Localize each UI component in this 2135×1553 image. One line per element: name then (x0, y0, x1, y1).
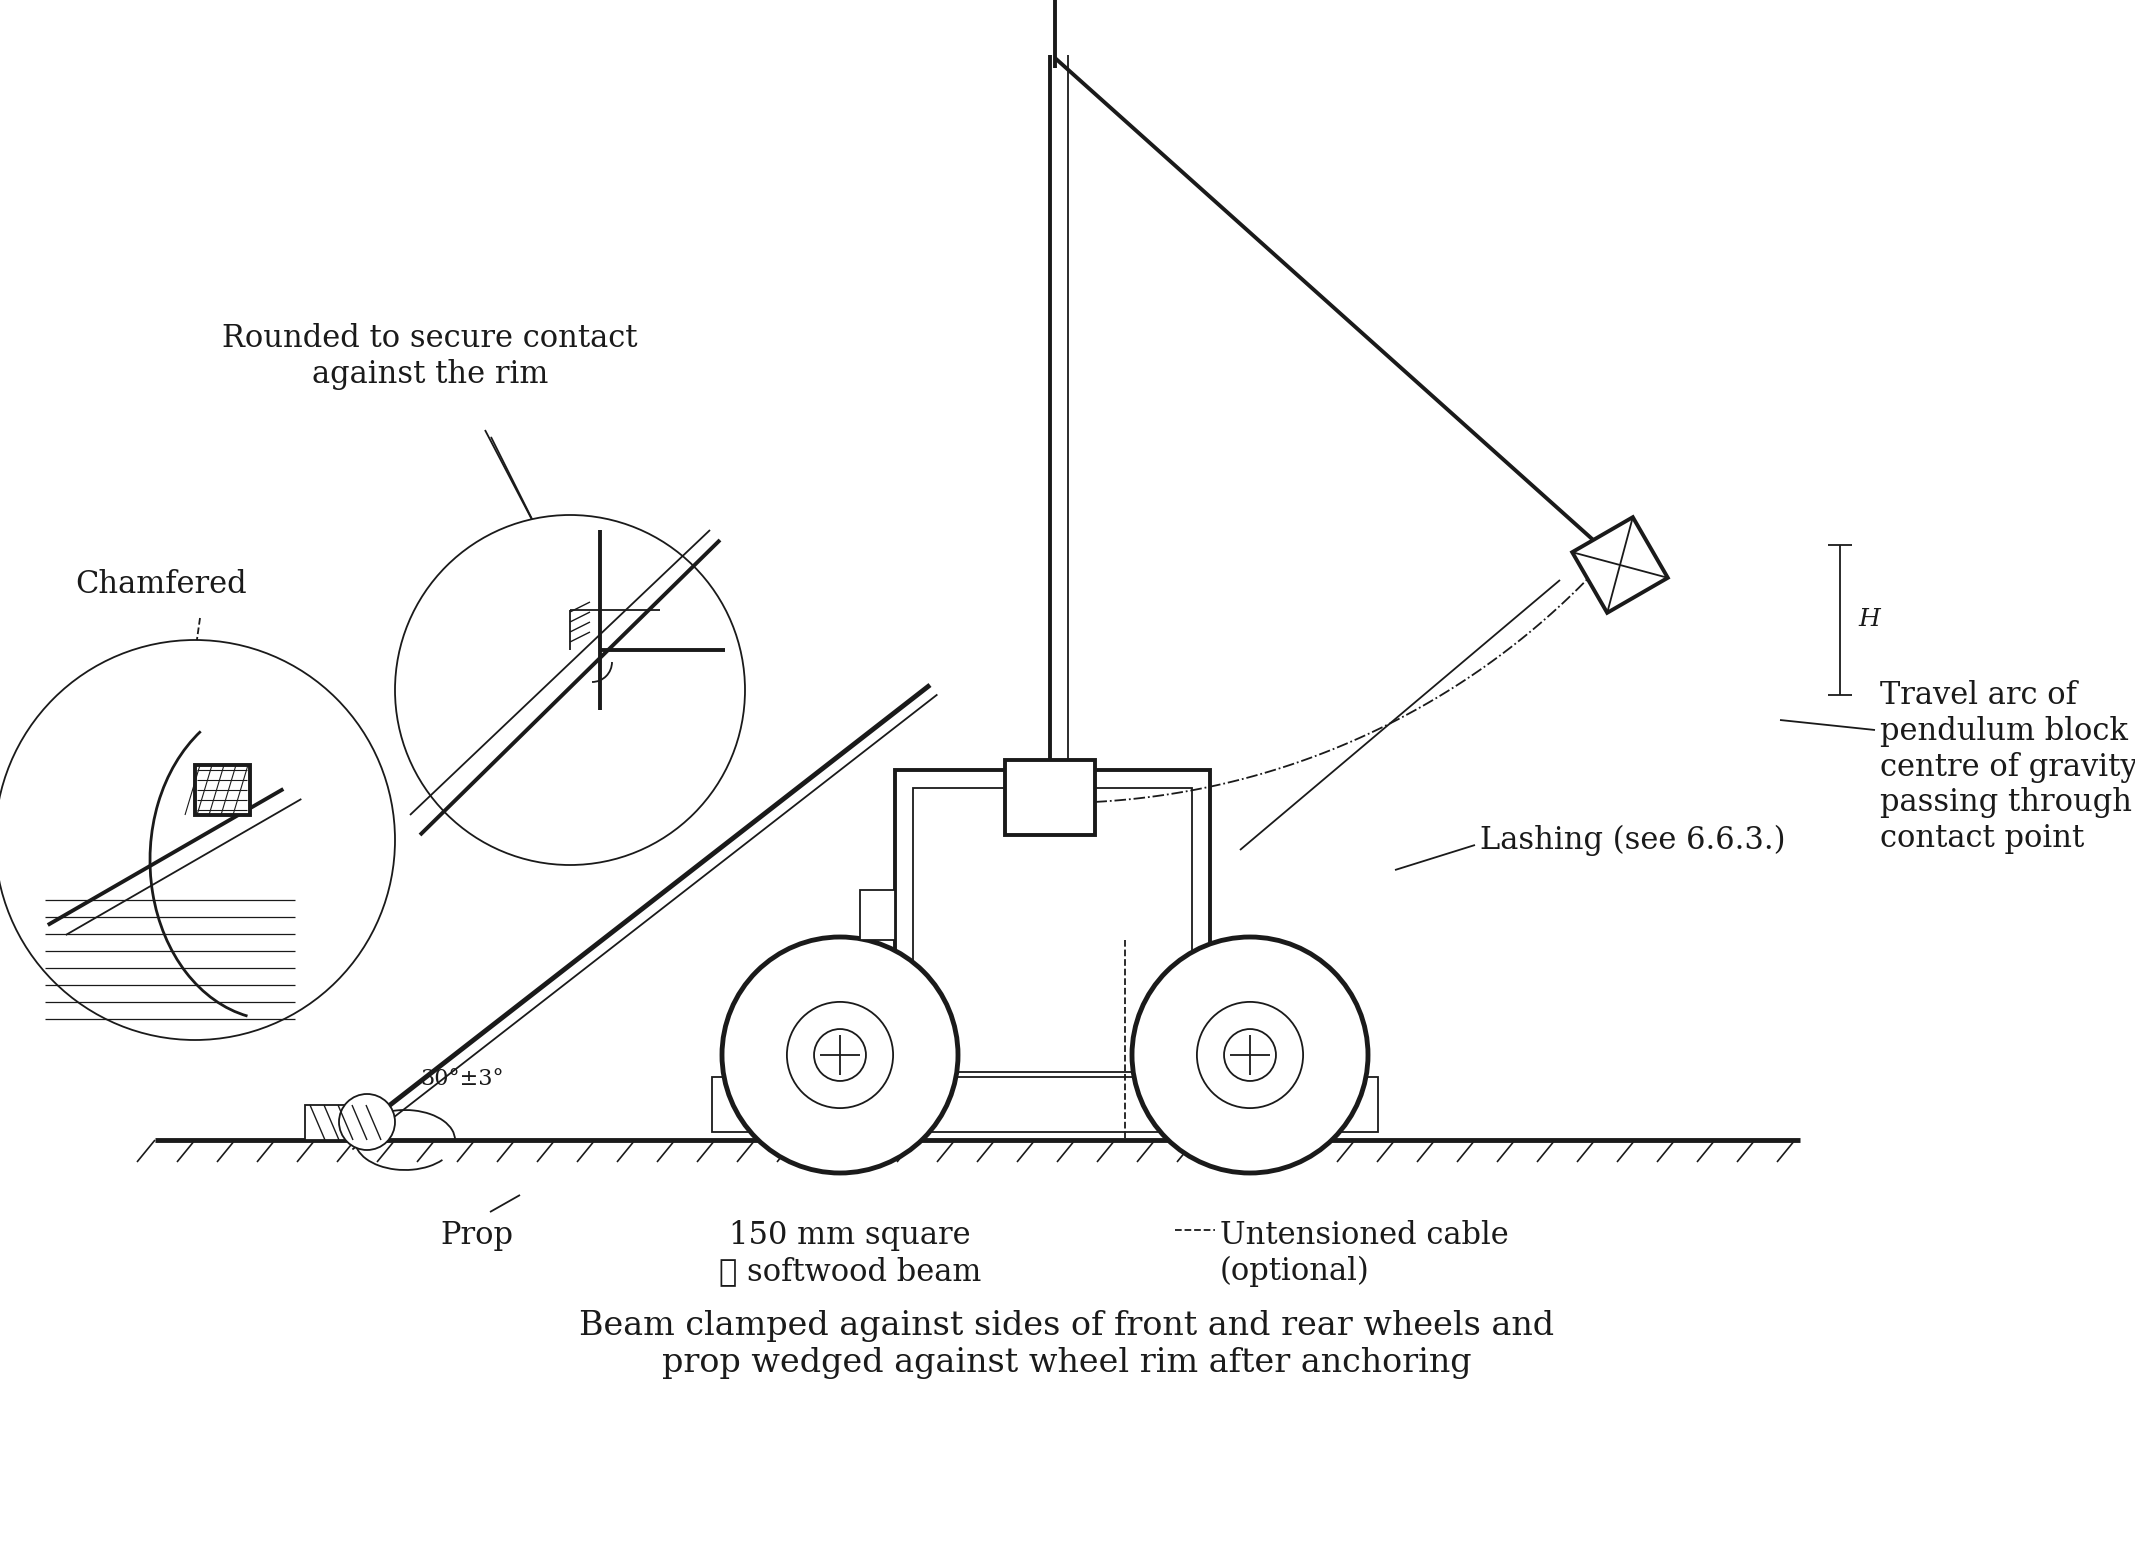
Circle shape (339, 1093, 395, 1151)
Bar (194, 766, 250, 815)
Text: Chamfered: Chamfered (75, 568, 248, 599)
Text: Lashing (see 6.6.3.): Lashing (see 6.6.3.) (1480, 825, 1785, 856)
Circle shape (788, 1002, 892, 1109)
Bar (711, 1076, 1377, 1132)
Text: Untensioned cable
(optional): Untensioned cable (optional) (1219, 1221, 1509, 1287)
Circle shape (395, 516, 745, 865)
Text: Beam clamped against sides of front and rear wheels and
prop wedged against whee: Beam clamped against sides of front and … (579, 1311, 1554, 1379)
Bar (895, 770, 1211, 1090)
Circle shape (1198, 1002, 1302, 1109)
Bar (914, 787, 1191, 1072)
Circle shape (1223, 1030, 1277, 1081)
Text: Rounded to secure contact
against the rim: Rounded to secure contact against the ri… (222, 323, 638, 390)
Bar (305, 1106, 384, 1140)
Text: Travel arc of
pendulum block
centre of gravity
passing through
contact point: Travel arc of pendulum block centre of g… (1881, 680, 2135, 854)
Circle shape (0, 640, 395, 1041)
Bar (860, 890, 895, 940)
Text: 150 mm square
ℓ softwood beam: 150 mm square ℓ softwood beam (719, 1221, 982, 1287)
Polygon shape (1571, 517, 1667, 613)
Circle shape (813, 1030, 867, 1081)
Circle shape (1132, 936, 1369, 1173)
Bar (1006, 759, 1095, 836)
Circle shape (722, 936, 959, 1173)
Text: Prop: Prop (440, 1221, 512, 1252)
Text: H: H (1857, 609, 1879, 632)
Text: 30°±3°: 30°±3° (421, 1068, 504, 1090)
